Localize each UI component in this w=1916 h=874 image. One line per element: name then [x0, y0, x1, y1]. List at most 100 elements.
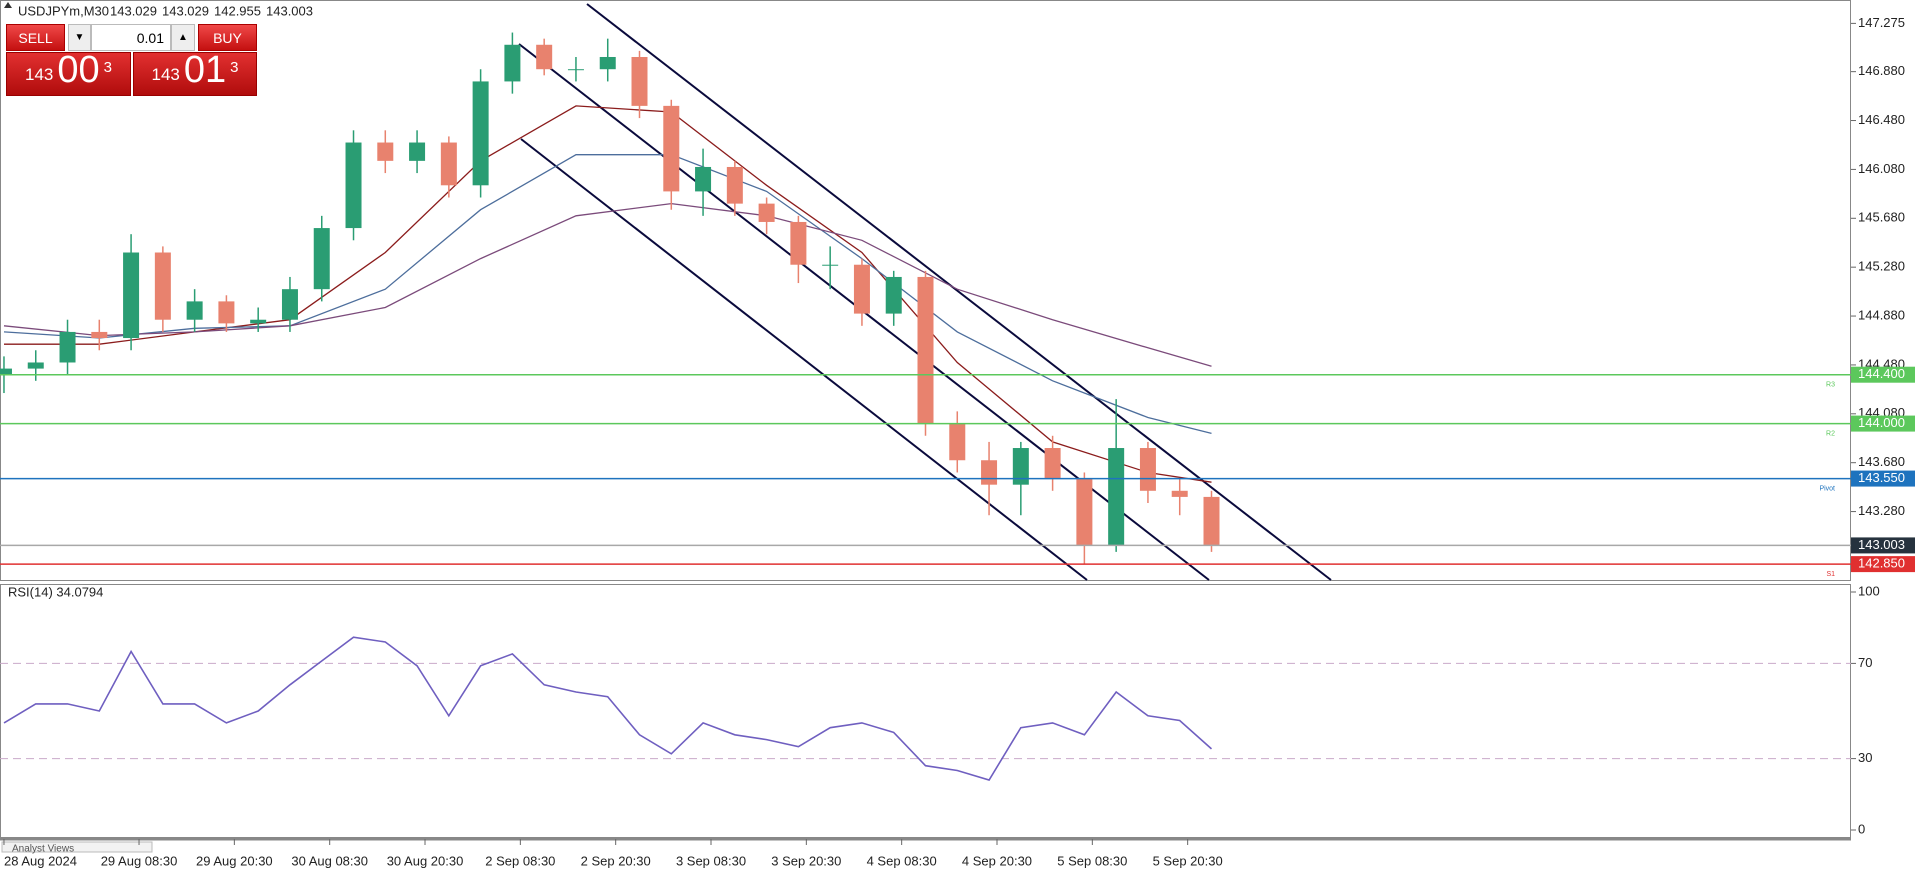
x-tick-label: 3 Sep 20:30	[771, 853, 841, 868]
volume-input[interactable]: 0.01	[91, 24, 171, 51]
x-tick-label: 30 Aug 20:30	[387, 853, 464, 868]
y-tick-label: 100	[1858, 583, 1880, 598]
y-tick-label: 145.680	[1858, 210, 1905, 225]
ask-big: 143	[151, 65, 180, 84]
candle-body	[1044, 448, 1061, 479]
bid-price[interactable]: 143 00 3	[6, 51, 131, 96]
indicator-line	[3, 636, 1213, 781]
candle-body	[1171, 490, 1188, 497]
y-tick-label: 147.275	[1858, 15, 1905, 30]
candle-body	[154, 252, 171, 320]
quote-high: 143.029	[162, 3, 209, 18]
quote-open: 143.029	[110, 3, 157, 18]
bid-big: 143	[25, 65, 54, 84]
ask-sup: 3	[230, 59, 239, 76]
ask-main: 01	[183, 49, 227, 91]
candle-body	[218, 301, 235, 324]
level-name: R2	[1826, 430, 1835, 437]
channel-line	[520, 138, 1088, 581]
x-tick-label: 5 Sep 20:30	[1153, 853, 1223, 868]
candle-body	[440, 142, 457, 186]
x-tick-label: 4 Sep 08:30	[867, 853, 937, 868]
candle-body	[758, 203, 775, 222]
candle-body	[27, 362, 44, 369]
candle-body	[345, 142, 362, 229]
candle-body	[377, 142, 394, 161]
y-tick-label: 70	[1858, 655, 1872, 670]
y-tick-label: 143.680	[1858, 454, 1905, 469]
candle-body	[1139, 448, 1156, 491]
bid-sup: 3	[103, 59, 112, 76]
rsi-frame	[0, 584, 1851, 838]
x-tick-label: 4 Sep 20:30	[962, 853, 1032, 868]
sell-button[interactable]: SELL	[6, 24, 65, 51]
price-box	[1851, 556, 1915, 573]
level-name: R3	[1826, 382, 1835, 389]
y-tick-label: 143.280	[1858, 503, 1905, 518]
price-box-label: 143.550	[1858, 470, 1905, 485]
indicator-line	[4, 105, 1212, 483]
x-tick-label: 29 Aug 20:30	[196, 853, 273, 868]
price-box	[1851, 470, 1915, 487]
level-name: S1	[1826, 571, 1835, 578]
candle-body	[599, 56, 616, 70]
price-box-label: 144.000	[1858, 415, 1905, 430]
quote-low: 142.955	[214, 3, 261, 18]
candle-body	[59, 331, 76, 363]
price-box-label: 142.850	[1858, 556, 1905, 571]
y-tick-label: 144.880	[1858, 307, 1905, 322]
indicator-line	[3, 202, 1212, 367]
candle-body	[726, 166, 743, 204]
candle-body	[186, 301, 203, 320]
candle-body	[949, 423, 966, 461]
analyst-tab-label[interactable]: Analyst Views	[12, 844, 74, 855]
candle-body	[409, 142, 426, 161]
candle-body	[822, 264, 839, 266]
candle-body	[981, 460, 998, 485]
candle-body	[91, 331, 108, 339]
candle-body	[504, 44, 521, 82]
level-name: Pivot	[1819, 485, 1835, 492]
price-box	[1851, 415, 1915, 432]
x-tick-label: 2 Sep 20:30	[581, 853, 651, 868]
y-tick-label: 146.880	[1858, 63, 1905, 78]
x-tick-label: 30 Aug 08:30	[291, 853, 368, 868]
symbol-icon	[4, 2, 12, 8]
candle-body	[695, 166, 712, 192]
candle-body	[567, 69, 584, 71]
volume-down[interactable]: ▼	[68, 24, 91, 51]
candle-body	[917, 276, 934, 424]
rsi-title: RSI(14) 34.0794	[8, 584, 103, 599]
candle-body	[1076, 478, 1093, 546]
x-tick-label: 2 Sep 08:30	[485, 853, 555, 868]
y-tick-label: 30	[1858, 750, 1872, 765]
candle-body	[631, 56, 648, 106]
x-tick-label: 5 Sep 08:30	[1057, 853, 1127, 868]
candle-body	[281, 289, 298, 320]
volume-up[interactable]: ▲	[171, 24, 195, 51]
price-box-label: 143.003	[1858, 537, 1905, 552]
channel-line	[586, 3, 1332, 581]
x-tick-label: 28 Aug 2024	[4, 853, 77, 868]
price-box	[1851, 366, 1915, 383]
candle-body	[853, 264, 870, 314]
candle-body	[790, 221, 807, 265]
y-tick-label: 0	[1858, 821, 1865, 836]
candle-body	[536, 44, 553, 70]
candle-body	[0, 368, 12, 375]
symbol: USDJPYm,M30	[18, 3, 109, 18]
candle-body	[663, 105, 680, 192]
quote-close: 143.003	[266, 3, 313, 18]
buy-button[interactable]: BUY	[198, 24, 257, 51]
ask-price[interactable]: 143 01 3	[133, 49, 257, 96]
analyst-tab[interactable]	[1, 841, 153, 853]
price-box	[1851, 537, 1915, 554]
y-tick-label: 145.280	[1858, 259, 1905, 274]
candle-body	[472, 81, 489, 186]
candle-body	[1012, 448, 1029, 485]
main-frame	[0, 0, 1851, 581]
candle-body	[313, 228, 330, 290]
indicator-line	[3, 154, 1212, 435]
